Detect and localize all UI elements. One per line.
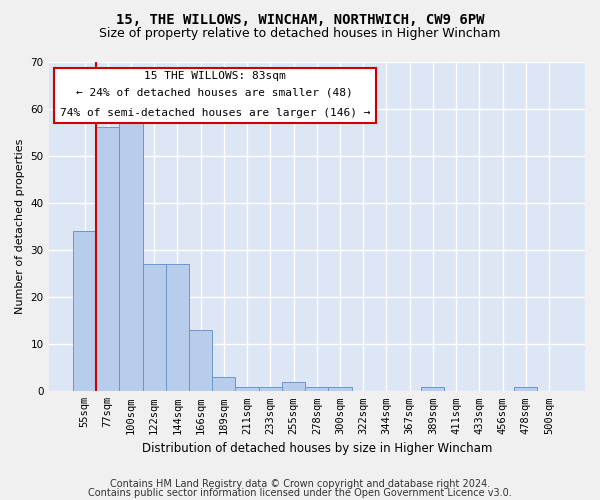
Bar [212,377,235,392]
Bar [119,118,143,392]
Y-axis label: Number of detached properties: Number of detached properties [15,138,25,314]
Bar [73,231,96,392]
Bar [235,386,259,392]
Text: Contains HM Land Registry data © Crown copyright and database right 2024.: Contains HM Land Registry data © Crown c… [110,479,490,489]
Bar [143,264,166,392]
Bar [514,386,538,392]
Bar [259,386,282,392]
Bar [166,264,189,392]
Text: 74% of semi-detached houses are larger (146) →: 74% of semi-detached houses are larger (… [59,108,370,118]
FancyBboxPatch shape [54,68,376,122]
Bar [96,128,119,392]
Bar [328,386,352,392]
Text: Size of property relative to detached houses in Higher Wincham: Size of property relative to detached ho… [99,28,501,40]
Bar [421,386,445,392]
Text: Contains public sector information licensed under the Open Government Licence v3: Contains public sector information licen… [88,488,512,498]
X-axis label: Distribution of detached houses by size in Higher Wincham: Distribution of detached houses by size … [142,442,492,455]
Text: 15 THE WILLOWS: 83sqm: 15 THE WILLOWS: 83sqm [144,72,286,82]
Bar [305,386,328,392]
Bar [282,382,305,392]
Text: 15, THE WILLOWS, WINCHAM, NORTHWICH, CW9 6PW: 15, THE WILLOWS, WINCHAM, NORTHWICH, CW9… [116,12,484,26]
Bar [189,330,212,392]
Text: ← 24% of detached houses are smaller (48): ← 24% of detached houses are smaller (48… [76,88,353,98]
